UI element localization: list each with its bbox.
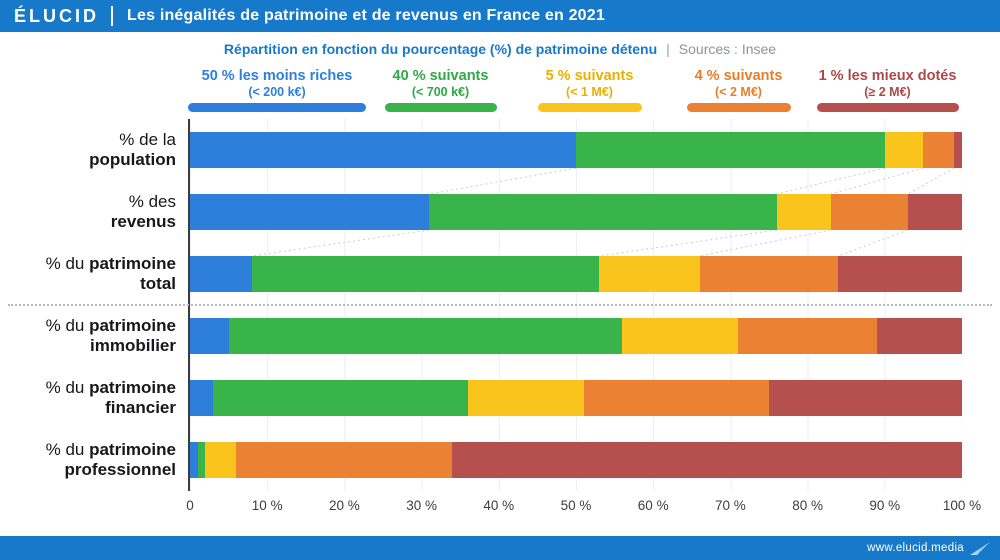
- chart-row: [190, 181, 962, 243]
- subtitle-text: Répartition en fonction du pourcentage (…: [223, 41, 658, 57]
- stacked-bar: [190, 442, 962, 478]
- bar-segment: [197, 442, 206, 478]
- legend-range: (< 1 M€): [566, 84, 613, 99]
- bar-segment: [205, 442, 237, 478]
- x-tick-label: 40 %: [483, 498, 515, 513]
- chart: % de la population % des revenus % du patrim…: [0, 119, 1000, 517]
- legend-swatch: [816, 103, 959, 113]
- bar-segment: [236, 442, 453, 478]
- header-divider: [111, 6, 113, 26]
- dotted-separator: [8, 304, 992, 306]
- bar-segment: [190, 442, 198, 478]
- page-title: Les inégalités de patrimoine et de reven…: [127, 7, 605, 24]
- x-tick-label: 0: [186, 498, 194, 513]
- website-url: www.elucid.media: [867, 542, 964, 554]
- header-bar: ÉLUCID Les inégalités de patrimoine et d…: [0, 0, 1000, 32]
- x-tick-label: 30 %: [406, 498, 437, 513]
- legend-range: (< 200 k€): [248, 84, 306, 99]
- bar-segment: [776, 194, 831, 230]
- legend-item: 4 % suivants (< 2 M€): [664, 68, 813, 113]
- paper-plane-icon: [970, 541, 990, 555]
- bar-segment: [429, 194, 777, 230]
- bar-segment: [599, 256, 700, 292]
- chart-row: [190, 429, 962, 491]
- row-label: % de la population: [89, 129, 176, 169]
- x-tick-label: 70 %: [715, 498, 746, 513]
- legend-label: 40 % suivants: [392, 68, 489, 84]
- bar-segment: [251, 256, 600, 292]
- bar-segment: [190, 318, 229, 354]
- subtitle-row: Répartition en fonction du pourcentage (…: [0, 36, 1000, 62]
- subtitle-separator: |: [666, 41, 670, 57]
- legend-range: (< 700 k€): [411, 84, 470, 99]
- x-tick-label: 100 %: [942, 498, 982, 513]
- x-tick-label: 60 %: [637, 498, 669, 513]
- legend: 50 % les moins riches (< 200 k€) 40 % suiv…: [188, 68, 962, 113]
- legend-item: 40 % suivants (< 700 k€): [366, 68, 515, 113]
- footer-bar: www.elucid.media: [0, 536, 1000, 560]
- row-label: % du patrimoine total: [45, 253, 176, 293]
- bar-segment: [190, 256, 252, 292]
- bar-segment: [838, 256, 962, 292]
- legend-swatch: [686, 103, 791, 113]
- bar-segment: [923, 132, 955, 168]
- bar-segment: [830, 194, 908, 230]
- row-label: % des revenus: [110, 191, 176, 231]
- stacked-bar: [190, 194, 962, 230]
- legend-swatch: [384, 103, 497, 113]
- legend-item: 50 % les moins riches (< 200 k€): [188, 68, 366, 113]
- stacked-bar: [190, 256, 962, 292]
- bar-segment: [213, 380, 468, 416]
- bar-segment: [583, 380, 769, 416]
- bar-segment: [907, 194, 962, 230]
- legend-swatch: [537, 103, 642, 113]
- stacked-bar: [190, 318, 962, 354]
- x-tick-label: 20 %: [329, 498, 360, 513]
- legend-swatch: [188, 103, 366, 113]
- chart-row: [190, 367, 962, 429]
- x-axis: 0 10 % 20 % 30 % 40 % 50 % 60 % 70 % 80 % 90 % 100…: [186, 493, 981, 517]
- row-label: % du patrimoine financier: [45, 377, 176, 417]
- stacked-bar: [190, 380, 962, 416]
- bar-segment: [452, 442, 962, 478]
- x-tick-label: 50 %: [560, 498, 592, 513]
- bar-segment: [877, 318, 962, 354]
- chart-row: [190, 119, 962, 181]
- brand-logo: ÉLUCID: [14, 5, 99, 26]
- legend-item: 5 % suivants (< 1 M€): [515, 68, 664, 113]
- legend-item: 1 % les mieux dotés (≥ 2 M€): [813, 68, 962, 113]
- bar-segment: [954, 132, 962, 168]
- bar-segment: [699, 256, 839, 292]
- row-labels: % de la population % des revenus % du patrim…: [8, 119, 188, 491]
- chart-row: [190, 243, 962, 305]
- legend-range: (≥ 2 M€): [864, 84, 911, 99]
- chart-row: [190, 305, 962, 367]
- bar-segment: [576, 132, 885, 168]
- bar-segment: [884, 132, 924, 168]
- bar-segment: [190, 380, 214, 416]
- x-tick-label: 90 %: [869, 498, 901, 513]
- bar-segment: [190, 194, 430, 230]
- x-tick-label: 10 %: [251, 498, 283, 513]
- bar-segment: [622, 318, 739, 354]
- sources-label: Sources : Insee: [678, 41, 777, 57]
- bar-segment: [228, 318, 623, 354]
- row-label: % du patrimoine professionnel: [45, 439, 176, 479]
- bar-segment: [190, 132, 576, 168]
- row-label: % du patrimoine immobilier: [45, 315, 176, 355]
- connector-lines: [190, 119, 962, 491]
- legend-label: 5 % suivants: [545, 68, 634, 84]
- legend-label: 4 % suivants: [694, 68, 783, 84]
- bar-segment: [768, 380, 962, 416]
- legend-label: 50 % les moins riches: [201, 68, 353, 84]
- legend-range: (< 2 M€): [715, 84, 762, 99]
- stacked-bar: [190, 132, 962, 168]
- x-tick-label: 80 %: [792, 498, 823, 513]
- bar-segment: [738, 318, 878, 354]
- bar-segment: [467, 380, 584, 416]
- legend-label: 1 % les mieux dotés: [818, 68, 957, 84]
